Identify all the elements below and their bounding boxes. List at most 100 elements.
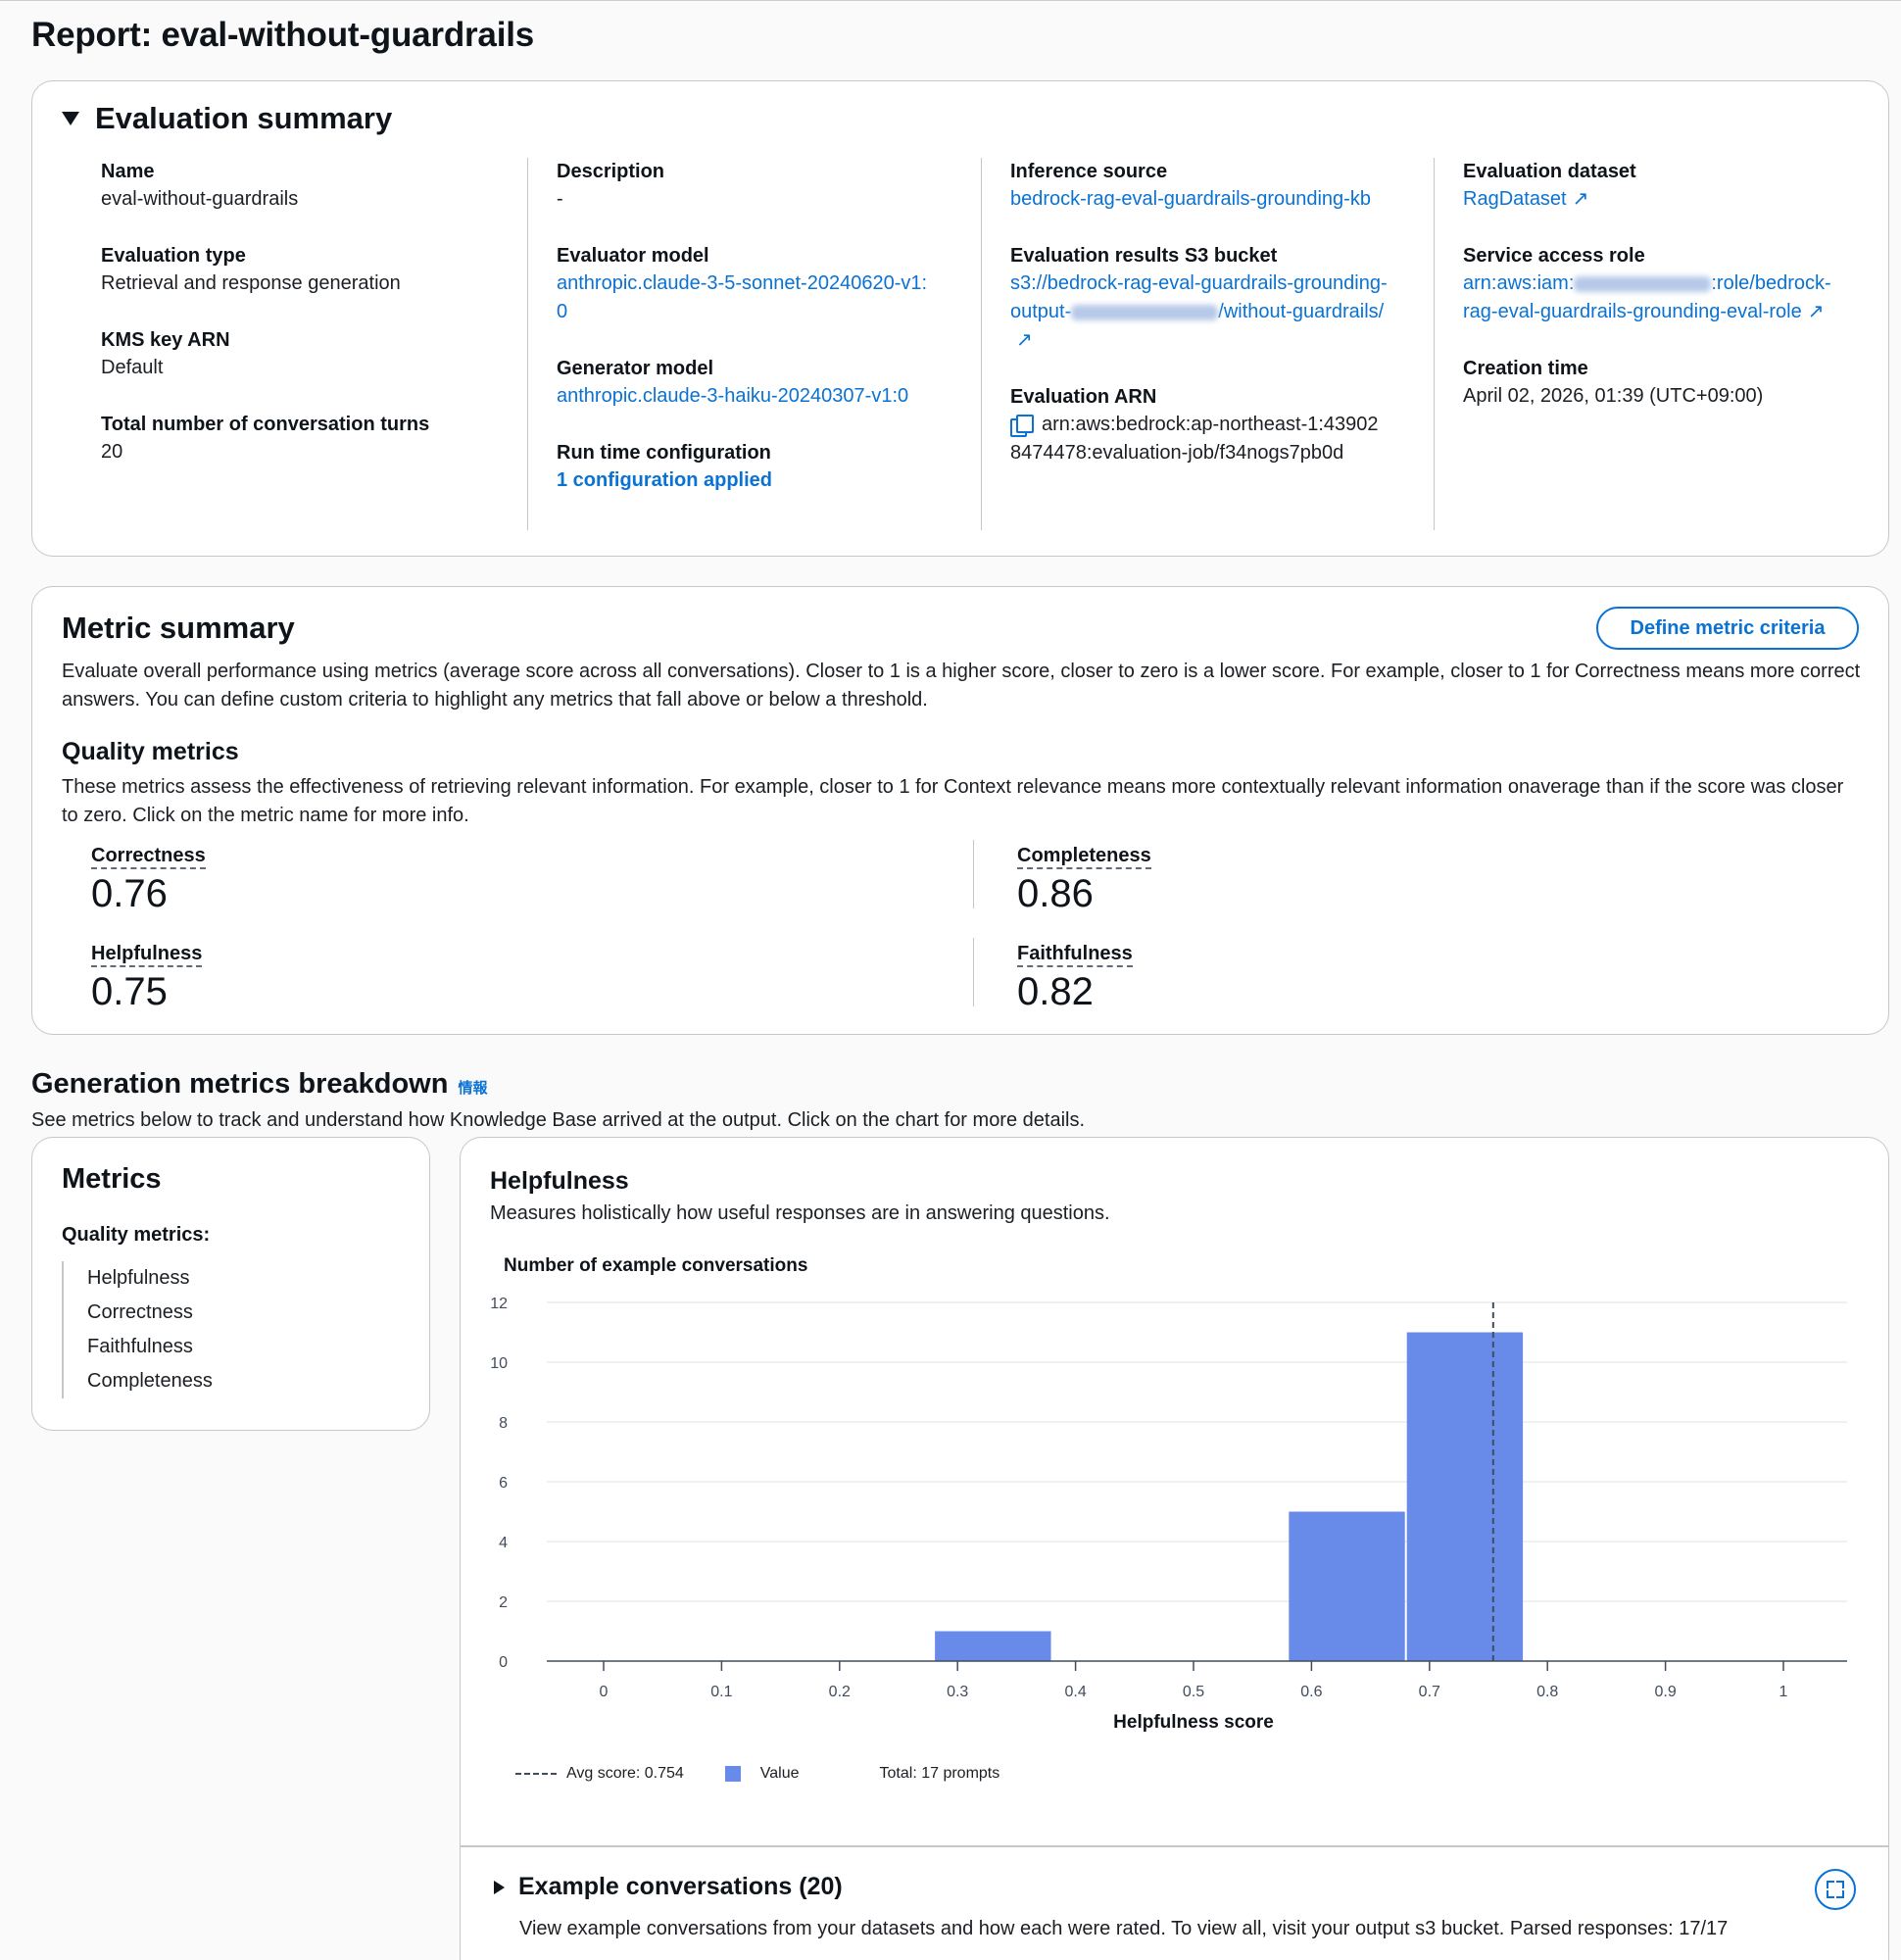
y-tick-label: 8 [499,1415,508,1432]
metric-completeness: Completeness 0.86 [1017,844,1151,918]
external-link-icon[interactable]: ↗ [1807,301,1825,322]
metric-faithfulness: Faithfulness 0.82 [1017,942,1133,1016]
metrics-nav-item-helpfulness[interactable]: Helpfulness [87,1267,190,1289]
metrics-nav-item-correctness[interactable]: Correctness [87,1301,193,1323]
example-conversations-toggle[interactable]: Example conversations (20) [494,1873,843,1901]
summary-column-4: Evaluation dataset RagDataset ↗ Service a… [1463,158,1835,439]
histogram-bar[interactable] [935,1631,1051,1662]
summary-column-1: Name eval-without-guardrails Evaluation … [101,158,512,495]
metric-label[interactable]: Correctness [91,844,206,869]
caret-down-icon[interactable] [62,112,79,125]
x-tick-label: 0.2 [829,1684,851,1700]
column-divider [527,158,528,530]
metrics-nav-item-completeness[interactable]: Completeness [87,1370,213,1392]
metric-helpfulness: Helpfulness 0.75 [91,942,203,1016]
evaluation-dataset-text[interactable]: RagDataset [1463,188,1567,210]
evaluation-dataset-label: Evaluation dataset [1463,161,1636,182]
x-tick-label: 1 [1779,1684,1788,1700]
evaluation-arn-label: Evaluation ARN [1010,386,1157,408]
evaluation-dataset-link[interactable]: RagDataset ↗ [1463,185,1835,214]
histogram-bar[interactable] [1289,1511,1405,1662]
metrics-nav-item-faithfulness[interactable]: Faithfulness [87,1336,193,1357]
x-tick-label: 0 [600,1684,609,1700]
chart-legend: Avg score: 0.754 Value Total: 17 prompts [515,1765,999,1783]
x-tick-label: 0.9 [1654,1684,1676,1700]
external-link-icon[interactable]: ↗ [1572,188,1589,210]
kms-key-field: KMS key ARN Default [101,326,512,382]
s3-bucket-suffix[interactable]: /without-guardrails/ [1218,301,1385,322]
service-role-link[interactable]: arn:aws:iam::role/bedrock-rag-eval-guard… [1463,270,1835,326]
redacted-account-id [1574,275,1712,292]
name-value: eval-without-guardrails [101,188,299,210]
example-conversations-description: View example conversations from your dat… [519,1918,1729,1939]
evaluation-arn-text: arn:aws:bedrock:ap-northeast-1:439028474… [1010,414,1379,464]
s3-bucket-link[interactable]: s3://bedrock-rag-eval-guardrails-groundi… [1010,270,1388,355]
evaluation-summary-header[interactable]: Evaluation summary [62,101,392,136]
metric-label[interactable]: Completeness [1017,844,1151,869]
service-role-prefix[interactable]: arn:aws:iam: [1463,272,1575,294]
conversation-turns-label: Total number of conversation turns [101,414,430,435]
runtime-config-link[interactable]: 1 configuration applied [557,469,773,491]
example-conversations-title[interactable]: Example conversations (20) [518,1873,843,1900]
creation-time-label: Creation time [1463,358,1588,379]
evaluation-type-field: Evaluation type Retrieval and response g… [101,242,512,298]
metric-value: 0.76 [91,872,168,915]
avg-score-line-icon [515,1773,557,1775]
redacted-account-id [1071,304,1219,320]
external-link-icon[interactable]: ↗ [1016,329,1033,351]
metrics-navigation-panel: Metrics Quality metrics: Helpfulness Cor… [31,1137,430,1431]
description-field: Description - [557,158,934,214]
conversation-turns-value: 20 [101,441,123,463]
metrics-nav-title: Metrics [62,1163,162,1195]
copy-icon[interactable] [1010,414,1034,437]
evaluation-dataset-field: Evaluation dataset RagDataset ↗ [1463,158,1835,214]
legend-total: Total: 17 prompts [879,1765,1000,1782]
legend-value: Value [759,1765,800,1782]
y-tick-label: 12 [490,1296,508,1312]
conversation-turns-field: Total number of conversation turns 20 [101,411,512,466]
kms-key-label: KMS key ARN [101,329,230,351]
description-label: Description [557,161,665,182]
top-border [0,0,1901,3]
metric-value: 0.82 [1017,970,1094,1013]
inference-source-link[interactable]: bedrock-rag-eval-guardrails-grounding-kb [1010,188,1371,210]
generator-model-field: Generator model anthropic.claude-3-haiku… [557,355,934,411]
description-value: - [557,188,563,210]
evaluator-model-link[interactable]: anthropic.claude-3-5-sonnet-20240620-v1:… [557,272,928,322]
s3-bucket-field: Evaluation results S3 bucket s3://bedroc… [1010,242,1388,355]
name-label: Name [101,161,155,182]
generator-model-label: Generator model [557,358,714,379]
metric-summary-description: Evaluate overall performance using metri… [62,661,1861,710]
column-divider [981,158,982,530]
inference-source-field: Inference source bedrock-rag-eval-guardr… [1010,158,1388,214]
generator-model-link[interactable]: anthropic.claude-3-haiku-20240307-v1:0 [557,385,909,407]
section-divider [461,1845,1888,1847]
histogram-chart[interactable]: 0 2 4 6 8 10 12 0 0.1 0.2 0.3 0.4 0.5 0.6 0.7 0.8 0.9 1 He… [461,1138,1890,1765]
runtime-config-field: Run time configuration 1 configuration a… [557,439,934,495]
evaluation-summary-panel: Evaluation summary Name eval-without-gua… [31,80,1889,557]
summary-column-3: Inference source bedrock-rag-eval-guardr… [1010,158,1388,496]
metric-value: 0.75 [91,970,168,1013]
histogram-bar[interactable] [1406,1332,1524,1662]
x-tick-label: 0.3 [947,1684,968,1700]
s3-bucket-prefix[interactable]: s3://bedrock-rag-eval-guardrails-groundi… [1010,272,1388,322]
metrics-nav-subtitle: Quality metrics: [62,1224,211,1246]
metric-label[interactable]: Faithfulness [1017,942,1133,967]
info-link[interactable]: 情報 [458,1080,488,1097]
kms-key-value: Default [101,357,164,378]
metric-summary-panel: Metric summary Define metric criteria Ev… [31,586,1889,1035]
expand-icon[interactable] [1815,1869,1856,1910]
define-metric-criteria-button[interactable]: Define metric criteria [1596,607,1859,650]
creation-time-value: April 02, 2026, 01:39 (UTC+09:00) [1463,385,1764,407]
caret-right-icon[interactable] [494,1880,505,1894]
metric-divider [973,938,974,1006]
creation-time-field: Creation time April 02, 2026, 01:39 (UTC… [1463,355,1835,411]
generation-metrics-breakdown-description: See metrics below to track and understan… [31,1109,1086,1131]
y-tick-label: 0 [499,1654,508,1671]
evaluation-arn-value: arn:aws:bedrock:ap-northeast-1:439028474… [1010,411,1388,467]
evaluation-arn-field: Evaluation ARN arn:aws:bedrock:ap-northe… [1010,383,1388,467]
service-role-suffix[interactable]: :role/bedrock-rag-eval-guardrails-ground… [1463,272,1831,322]
metric-label[interactable]: Helpfulness [91,942,203,967]
generation-metrics-breakdown-header: Generation metrics breakdown 情報 [31,1068,487,1101]
evaluation-summary-title: Evaluation summary [95,101,393,135]
